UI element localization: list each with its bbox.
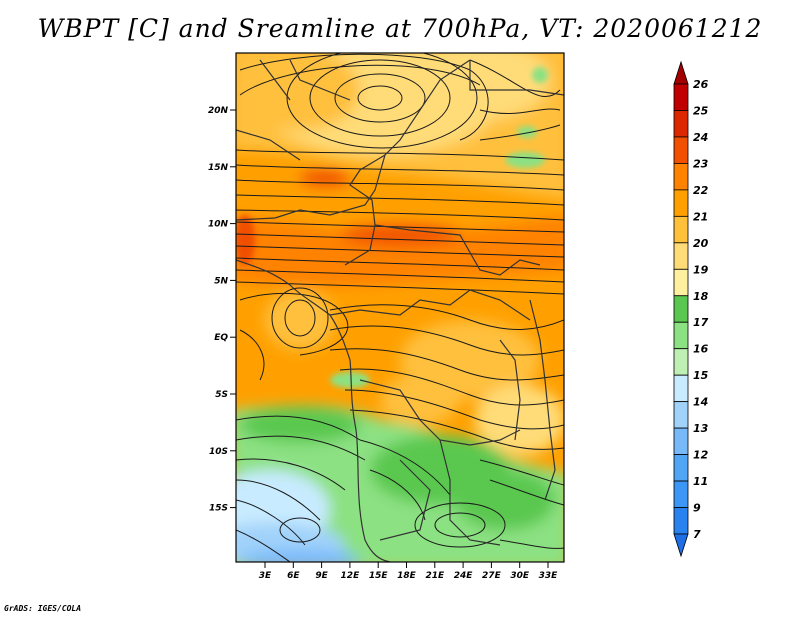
- colorbar-box: [673, 348, 689, 376]
- streamlines: [236, 53, 564, 562]
- lon-label: 3E: [259, 571, 272, 581]
- colorbar-box: [673, 268, 689, 297]
- country-borders: [236, 59, 564, 562]
- lon-label: 9E: [315, 571, 328, 581]
- colorbar-label: 21: [693, 210, 708, 223]
- latitude-axis: 20N 15N 10N 5N EQ 5S 10S 15S: [208, 106, 236, 514]
- colorbar-label: 15: [693, 369, 709, 382]
- lon-label: 12E: [341, 571, 361, 581]
- grads-credit: GrADS: IGES/COLA: [4, 604, 82, 613]
- map-title: WBPT [C] and Sreamline at 700hPa, VT: 20…: [37, 14, 763, 43]
- lat-label: 10N: [208, 220, 229, 230]
- lat-label: 20N: [208, 106, 229, 116]
- longitude-axis: 3E 6E 9E 12E 15E 18E 21E 24E 27E 30E 33E: [259, 562, 558, 581]
- colorbar-label: 22: [693, 184, 709, 197]
- colorbar-label: 19: [693, 263, 709, 276]
- lat-label: 5S: [215, 390, 228, 400]
- colorbar-label: 26: [693, 78, 709, 91]
- colorbar-box: [673, 427, 689, 455]
- colorbar-box: [673, 83, 689, 111]
- colorbar-box: [673, 136, 689, 164]
- lon-label: 15E: [369, 571, 389, 581]
- map-frame: [235, 52, 565, 563]
- colorbar-box: [673, 163, 689, 191]
- colorbar-label: 7: [693, 528, 701, 541]
- colorbar-label: 18: [693, 290, 709, 303]
- colorbar-box: [673, 507, 689, 535]
- colorbar-box: [673, 401, 689, 429]
- lon-label: 18E: [397, 571, 417, 581]
- colorbar-label: 25: [693, 104, 709, 117]
- colorbar-label: 24: [693, 131, 708, 144]
- colorbar-label: 17: [693, 316, 709, 329]
- lon-label: 27E: [482, 571, 502, 581]
- colorbar-label: 14: [693, 396, 708, 409]
- colorbar-label: 23: [693, 157, 709, 170]
- colorbar-label: 13: [693, 422, 709, 435]
- colorbar-box: [673, 110, 689, 138]
- colorbar-box: [673, 295, 689, 323]
- lon-label: 21E: [425, 571, 445, 581]
- colorbar-box: [673, 480, 689, 508]
- colorbar-label: 11: [693, 475, 708, 488]
- colorbar-label: 9: [693, 502, 701, 515]
- colorbar-box: [673, 454, 689, 482]
- colorbar-label: 20: [693, 237, 709, 250]
- lat-label: 10S: [209, 447, 228, 457]
- lon-label: 33E: [539, 571, 559, 581]
- lat-label: 5N: [214, 276, 228, 286]
- colorbar: 7 9 11 12 13 14 15 16 17 18 19 20 21 22 23 24 25 26: [673, 60, 709, 558]
- lat-label: EQ: [214, 333, 228, 343]
- colorbar-box: [673, 215, 689, 244]
- colorbar-box: [673, 242, 689, 270]
- colorbar-top-triangle: [673, 60, 689, 85]
- colorbar-bottom-triangle: [673, 533, 689, 558]
- colorbar-label: 16: [693, 343, 709, 356]
- lat-label: 15N: [208, 163, 229, 173]
- colorbar-box: [673, 321, 689, 350]
- lon-label: 30E: [510, 571, 530, 581]
- lon-label: 24E: [454, 571, 474, 581]
- colorbar-box: [673, 189, 689, 217]
- lat-label: 15S: [209, 504, 228, 514]
- colorbar-box: [673, 374, 689, 403]
- colorbar-label: 12: [693, 449, 709, 462]
- lon-label: 6E: [287, 571, 300, 581]
